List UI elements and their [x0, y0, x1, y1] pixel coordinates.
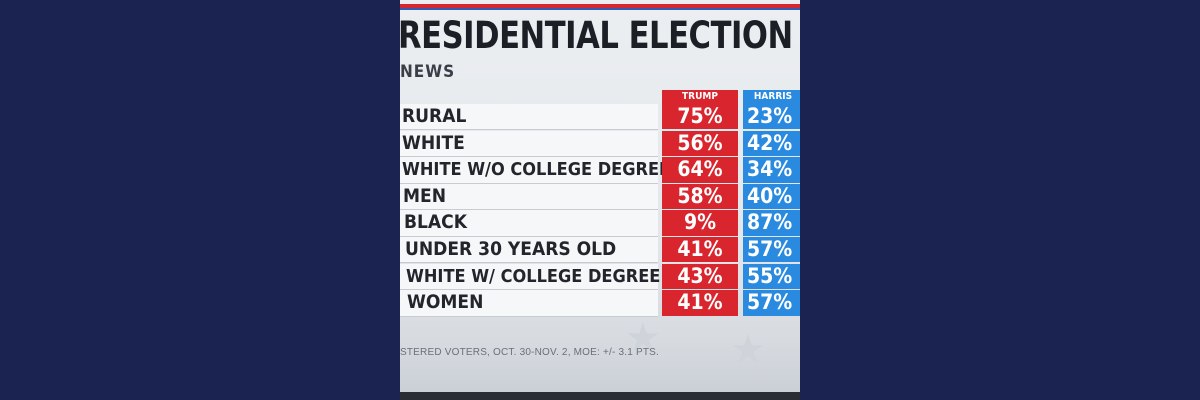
- row-background: [400, 236, 658, 264]
- table-row: UNDER 30 YEARS OLD 41% 57%: [400, 236, 800, 264]
- harris-value: 57%: [743, 236, 800, 263]
- table-row: RURAL 75% 23%: [400, 104, 800, 131]
- top-red-stripe: [400, 4, 800, 8]
- harris-value: 87%: [743, 210, 800, 236]
- harris-value: 55%: [743, 263, 800, 289]
- table-row: WHITE W/ COLLEGE DEGREE 43% 55%: [400, 263, 800, 291]
- trump-value: 75%: [662, 104, 738, 130]
- row-label: RURAL: [402, 105, 467, 127]
- row-background: [400, 130, 658, 157]
- row-label: WOMEN: [407, 291, 484, 314]
- star-icon: ★: [730, 328, 766, 372]
- row-background: [400, 210, 658, 237]
- row-background: [400, 183, 658, 211]
- row-label: BLACK: [404, 211, 467, 234]
- table-row: WHITE 56% 42%: [400, 130, 800, 158]
- trump-value: 58%: [662, 183, 738, 210]
- results-table: RURAL 75% 23% WHITE 56% 42% WHITE W/O CO…: [400, 104, 800, 317]
- star-icon: ★: [625, 316, 661, 360]
- row-label: UNDER 30 YEARS OLD: [405, 237, 617, 260]
- harris-value: 23%: [743, 104, 800, 130]
- trump-value: 9%: [662, 210, 738, 236]
- row-label: MEN: [403, 184, 447, 207]
- row-label: WHITE W/O COLLEGE DEGREE: [402, 159, 671, 181]
- tv-bezel: [400, 392, 800, 400]
- tv-screen: ★ ★ RESIDENTIAL ELECTION NEWS TRUMP HARR…: [400, 0, 800, 400]
- top-blue-stripe: [400, 8, 800, 10]
- poll-footnote: STERED VOTERS, OCT. 30-NOV. 2, MOE: +/- …: [400, 347, 660, 358]
- table-row: WHITE W/O COLLEGE DEGREE 64% 34%: [400, 157, 800, 184]
- table-row: BLACK 9% 87%: [400, 210, 800, 237]
- trump-value: 64%: [662, 157, 738, 183]
- row-background: [400, 263, 658, 290]
- table-row: WOMEN 41% 57%: [400, 290, 800, 317]
- table-row: MEN 58% 40%: [400, 183, 800, 211]
- row-background: [400, 290, 658, 317]
- trump-value: 41%: [662, 290, 738, 316]
- trump-value: 56%: [662, 130, 738, 156]
- headline: RESIDENTIAL ELECTION: [400, 14, 793, 57]
- harris-value: 34%: [743, 157, 800, 183]
- column-header-trump: TRUMP: [662, 90, 738, 104]
- row-label: WHITE: [402, 131, 465, 154]
- harris-value: 42%: [743, 130, 800, 156]
- trump-value: 43%: [662, 263, 738, 289]
- row-label: WHITE W/ COLLEGE DEGREE: [406, 265, 661, 287]
- column-header-harris: HARRIS: [743, 90, 800, 104]
- harris-value: 57%: [743, 290, 800, 316]
- row-background: [400, 157, 658, 184]
- harris-value: 40%: [743, 183, 800, 210]
- network-label: NEWS: [400, 62, 456, 82]
- row-background: [400, 104, 658, 131]
- trump-value: 41%: [662, 236, 738, 263]
